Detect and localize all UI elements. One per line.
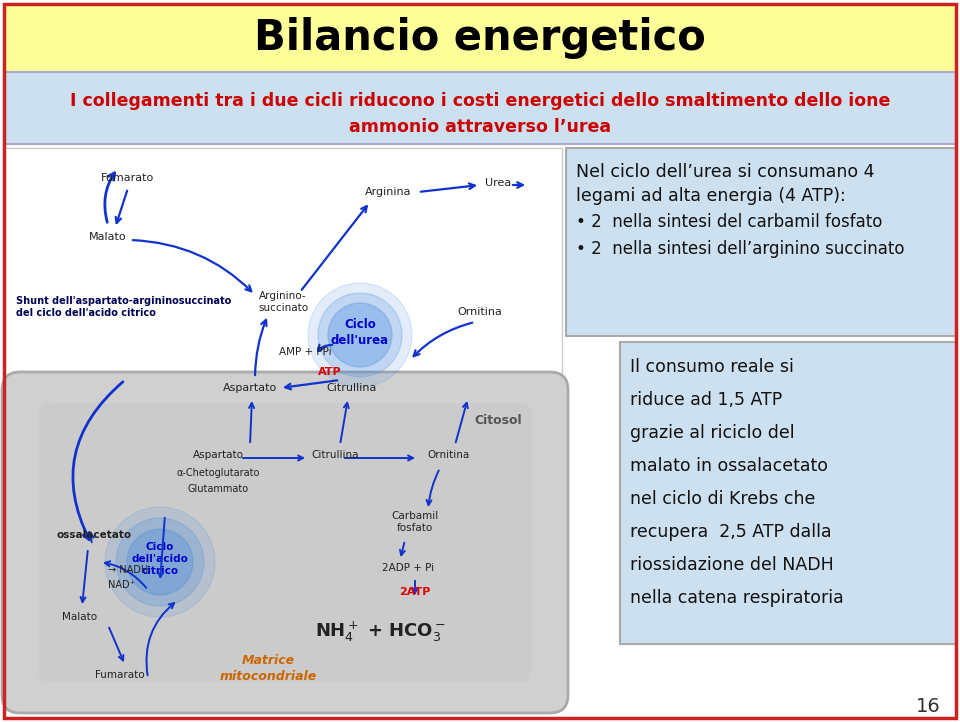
Text: ammonio attraverso l’urea: ammonio attraverso l’urea — [348, 118, 612, 136]
Circle shape — [308, 283, 412, 387]
Text: Ciclo
dell'urea: Ciclo dell'urea — [331, 318, 389, 347]
Text: recupera  2,5 ATP dalla: recupera 2,5 ATP dalla — [630, 523, 831, 541]
Text: Ornitina: Ornitina — [427, 450, 469, 460]
Text: malato in ossalacetato: malato in ossalacetato — [630, 457, 828, 475]
Text: Matrice
mitocondriale: Matrice mitocondriale — [220, 653, 317, 682]
Text: Fumarato: Fumarato — [95, 670, 145, 680]
Text: Ciclo
dell'acido
citrico: Ciclo dell'acido citrico — [132, 542, 188, 575]
Text: riduce ad 1,5 ATP: riduce ad 1,5 ATP — [630, 391, 782, 409]
Text: Glutammato: Glutammato — [187, 484, 249, 494]
Text: 2ADP + Pi: 2ADP + Pi — [382, 563, 434, 573]
Circle shape — [318, 293, 402, 377]
FancyBboxPatch shape — [38, 403, 532, 682]
Text: legami ad alta energia (4 ATP):: legami ad alta energia (4 ATP): — [576, 187, 846, 205]
Text: I collegamenti tra i due cicli riducono i costi energetici dello smaltimento del: I collegamenti tra i due cicli riducono … — [70, 92, 890, 110]
FancyBboxPatch shape — [2, 372, 568, 713]
Text: NAD⁺: NAD⁺ — [108, 580, 134, 590]
Text: Il consumo reale si: Il consumo reale si — [630, 358, 794, 376]
Text: • 2  nella sintesi del carbamil fosfato: • 2 nella sintesi del carbamil fosfato — [576, 213, 882, 231]
Text: Nel ciclo dell’urea si consumano 4: Nel ciclo dell’urea si consumano 4 — [576, 163, 875, 181]
Text: AMP + PPi: AMP + PPi — [278, 347, 331, 357]
Text: 2ATP: 2ATP — [399, 587, 431, 597]
Text: Arginina: Arginina — [365, 187, 411, 197]
Text: ATP: ATP — [318, 367, 342, 377]
FancyBboxPatch shape — [4, 148, 562, 710]
Text: Urea: Urea — [485, 178, 511, 188]
Text: Bilancio energetico: Bilancio energetico — [254, 17, 706, 59]
Text: → NADH: → NADH — [108, 565, 148, 575]
FancyBboxPatch shape — [4, 72, 956, 144]
Text: nella catena respiratoria: nella catena respiratoria — [630, 589, 844, 607]
Text: NH$_4^+$ + HCO$_3^-$: NH$_4^+$ + HCO$_3^-$ — [315, 620, 445, 644]
Circle shape — [328, 303, 392, 367]
Text: Shunt dell'aspartato-argininosuccinato
del ciclo dell'acido citrico: Shunt dell'aspartato-argininosuccinato d… — [16, 296, 231, 318]
FancyBboxPatch shape — [566, 148, 956, 336]
Text: Malato: Malato — [89, 232, 127, 242]
Circle shape — [105, 507, 215, 617]
FancyBboxPatch shape — [620, 342, 956, 644]
Text: • 2  nella sintesi dell’arginino succinato: • 2 nella sintesi dell’arginino succinat… — [576, 240, 904, 258]
Text: 16: 16 — [916, 697, 941, 716]
Text: riossidazione del NADH: riossidazione del NADH — [630, 556, 833, 574]
Circle shape — [127, 529, 193, 595]
Text: Aspartato: Aspartato — [223, 383, 277, 393]
Text: α-Chetoglutarato: α-Chetoglutarato — [177, 468, 260, 478]
Text: Malato: Malato — [62, 612, 98, 622]
Text: Arginino-
succinato: Arginino- succinato — [258, 291, 308, 313]
Text: grazie al riciclo del: grazie al riciclo del — [630, 424, 795, 442]
Text: Citrullina: Citrullina — [326, 383, 377, 393]
Text: Fumarato: Fumarato — [102, 173, 155, 183]
Circle shape — [116, 518, 204, 606]
Text: Carbamil
fosfato: Carbamil fosfato — [392, 511, 439, 533]
FancyBboxPatch shape — [4, 4, 956, 72]
Text: Ornitina: Ornitina — [458, 307, 502, 317]
Text: Citosol: Citosol — [474, 414, 522, 427]
Text: ossalacetato: ossalacetato — [57, 530, 132, 540]
Text: Citrullina: Citrullina — [311, 450, 359, 460]
Text: nel ciclo di Krebs che: nel ciclo di Krebs che — [630, 490, 815, 508]
Text: Aspartato: Aspartato — [193, 450, 244, 460]
